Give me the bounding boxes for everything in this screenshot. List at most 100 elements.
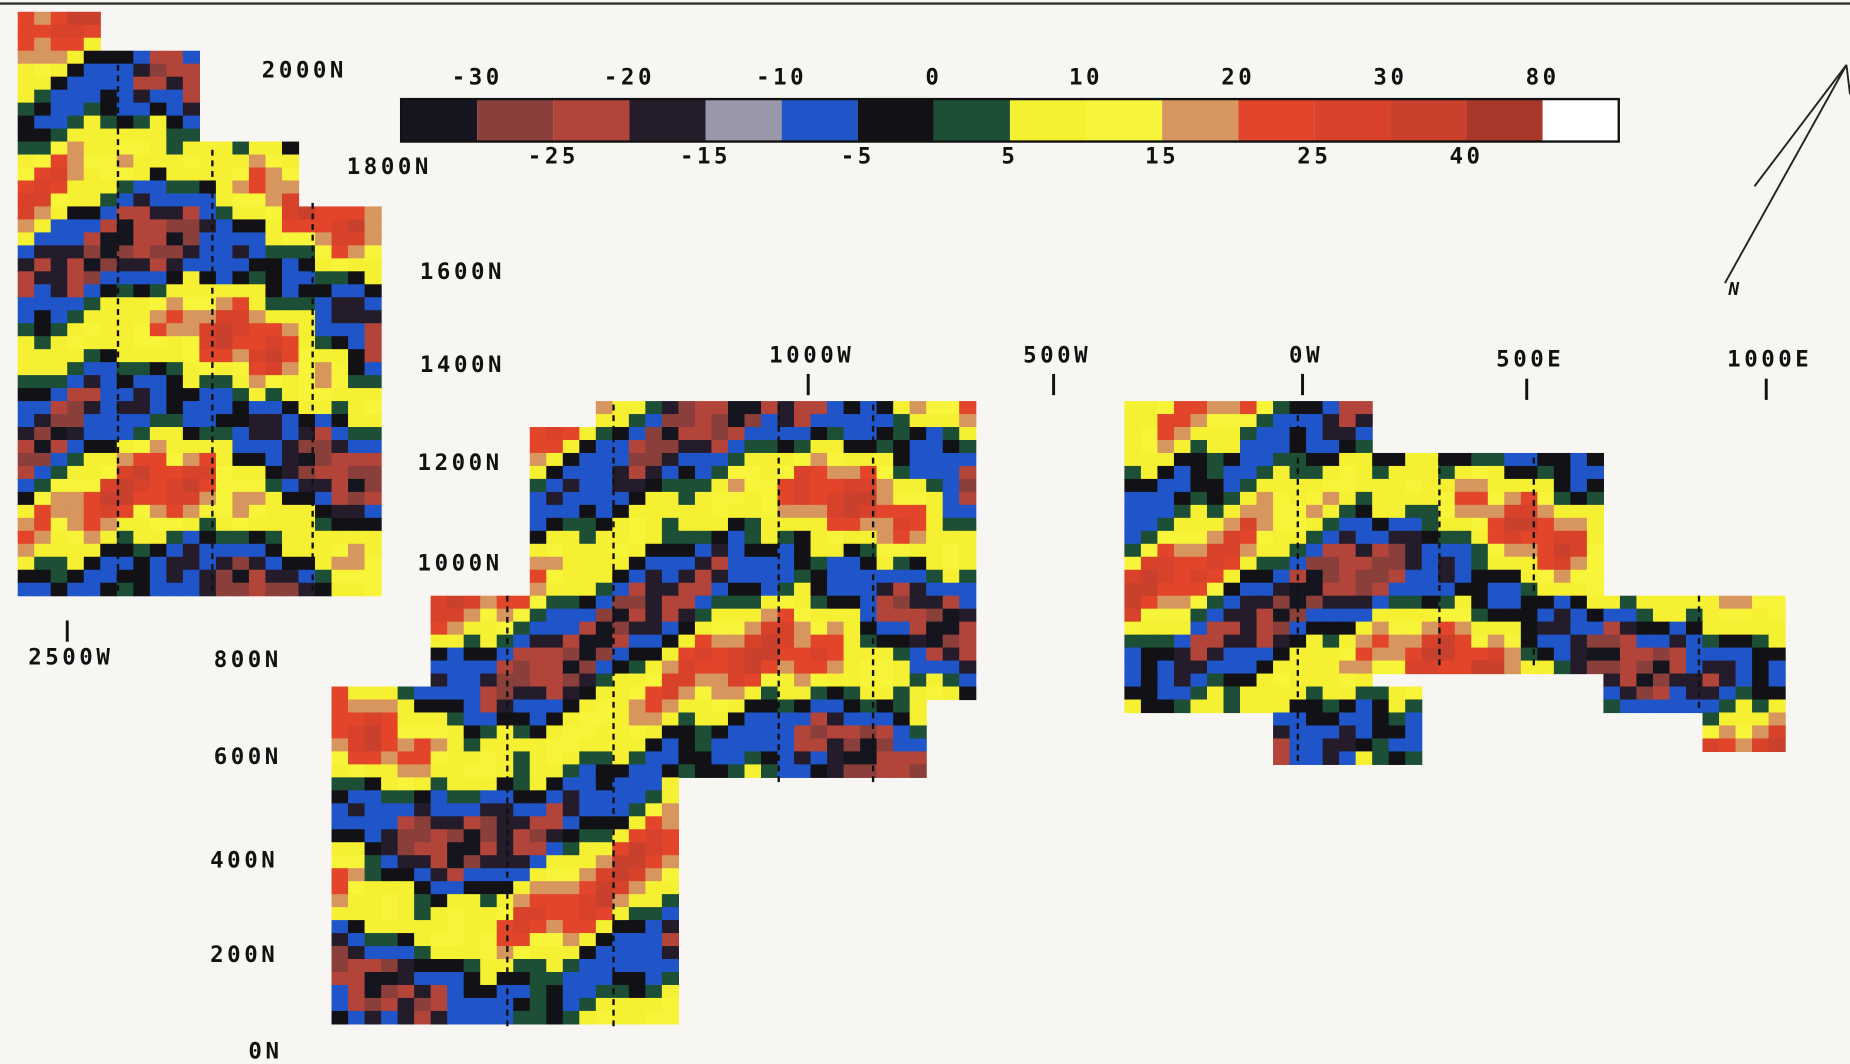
survey-cell: [959, 531, 976, 545]
colorbar-label: -20: [604, 64, 655, 90]
survey-cell: [348, 868, 365, 882]
survey-cell: [728, 479, 745, 493]
survey-cell: [1273, 635, 1290, 649]
traverse-mark: [211, 256, 213, 262]
survey-cell: [18, 90, 35, 104]
traverse-mark: [1297, 553, 1299, 559]
survey-cell: [117, 51, 134, 65]
survey-cell: [282, 570, 299, 584]
traverse-mark: [872, 574, 874, 580]
traverse-mark: [1438, 458, 1440, 464]
traverse-mark: [117, 415, 119, 421]
survey-cell: [1521, 557, 1538, 571]
survey-cell: [1504, 557, 1521, 571]
survey-cell: [332, 946, 349, 960]
survey-cell: [348, 920, 365, 934]
survey-cell: [943, 505, 960, 519]
survey-cell: [1207, 687, 1224, 701]
survey-cell: [860, 596, 877, 610]
survey-cell: [216, 232, 233, 246]
survey-cell: [711, 751, 728, 765]
survey-cell: [695, 531, 712, 545]
survey-cell: [497, 881, 514, 895]
survey-cell: [67, 323, 84, 337]
survey-cell: [811, 414, 828, 428]
survey-cell: [612, 933, 629, 947]
survey-cell: [315, 479, 332, 493]
survey-cell: [860, 622, 877, 636]
survey-cell: [662, 725, 679, 739]
survey-cell: [612, 505, 629, 519]
survey-cell: [117, 453, 134, 467]
survey-cell: [183, 155, 200, 169]
traverse-mark: [506, 681, 508, 687]
survey-cell: [1157, 518, 1174, 532]
traverse-mark: [211, 553, 213, 559]
traverse-mark: [117, 479, 119, 485]
survey-cell: [265, 440, 282, 454]
survey-cell: [612, 972, 629, 986]
survey-cell: [1736, 622, 1753, 636]
traverse-mark: [1438, 585, 1440, 591]
traverse-mark: [211, 458, 213, 464]
survey-cell: [480, 622, 497, 636]
survey-cell: [761, 661, 778, 675]
survey-cell: [1537, 492, 1554, 506]
survey-cell: [1389, 712, 1406, 726]
survey-cell: [133, 544, 150, 558]
survey-cell: [1224, 479, 1241, 493]
survey-cell: [563, 635, 580, 649]
survey-cell: [51, 505, 68, 519]
survey-cell: [18, 180, 35, 194]
survey-cell: [596, 777, 613, 791]
survey-cell: [844, 557, 861, 571]
survey-cell: [645, 907, 662, 921]
survey-cell: [546, 803, 563, 817]
survey-cell: [530, 868, 547, 882]
survey-cell: [1356, 725, 1373, 739]
survey-cell: [1306, 414, 1323, 428]
survey-cell: [332, 907, 349, 921]
survey-cell: [778, 764, 795, 778]
survey-cell: [232, 492, 249, 506]
traverse-mark: [1438, 659, 1440, 665]
traverse-mark: [506, 744, 508, 750]
survey-cell: [265, 466, 282, 480]
survey-cell: [150, 297, 167, 311]
survey-cell: [67, 492, 84, 506]
survey-cell: [1323, 725, 1340, 739]
survey-cell: [67, 245, 84, 259]
survey-cell: [282, 583, 299, 597]
survey-cell: [513, 661, 530, 675]
survey-cell: [744, 531, 761, 545]
survey-cell: [579, 985, 596, 999]
survey-cell: [1438, 583, 1455, 597]
map: N -30-25-20-15-10-505101520253040802000N…: [0, 0, 1850, 1064]
survey-cell: [579, 998, 596, 1012]
survey-cell: [497, 635, 514, 649]
colorbar-label: 20: [1221, 64, 1255, 90]
survey-cell: [1273, 518, 1290, 532]
survey-cell: [1306, 661, 1323, 675]
survey-cell: [166, 466, 183, 480]
survey-cell: [398, 985, 415, 999]
survey-cell: [1405, 557, 1422, 571]
survey-cell: [579, 881, 596, 895]
survey-cell: [860, 738, 877, 752]
survey-cell: [1306, 700, 1323, 714]
traverse-mark: [1533, 521, 1535, 527]
survey-cell: [431, 972, 448, 986]
survey-cell: [34, 570, 51, 584]
survey-cell: [348, 466, 365, 480]
survey-cell: [513, 635, 530, 649]
survey-cell: [133, 245, 150, 259]
traverse-mark: [612, 935, 614, 941]
survey-cell: [1570, 557, 1587, 571]
survey-cell: [332, 336, 349, 350]
traverse-mark: [117, 436, 119, 442]
survey-cell: [150, 310, 167, 324]
survey-cell: [1356, 635, 1373, 649]
survey-cell: [18, 323, 35, 337]
survey-cell: [1157, 479, 1174, 493]
survey-cell: [414, 881, 431, 895]
